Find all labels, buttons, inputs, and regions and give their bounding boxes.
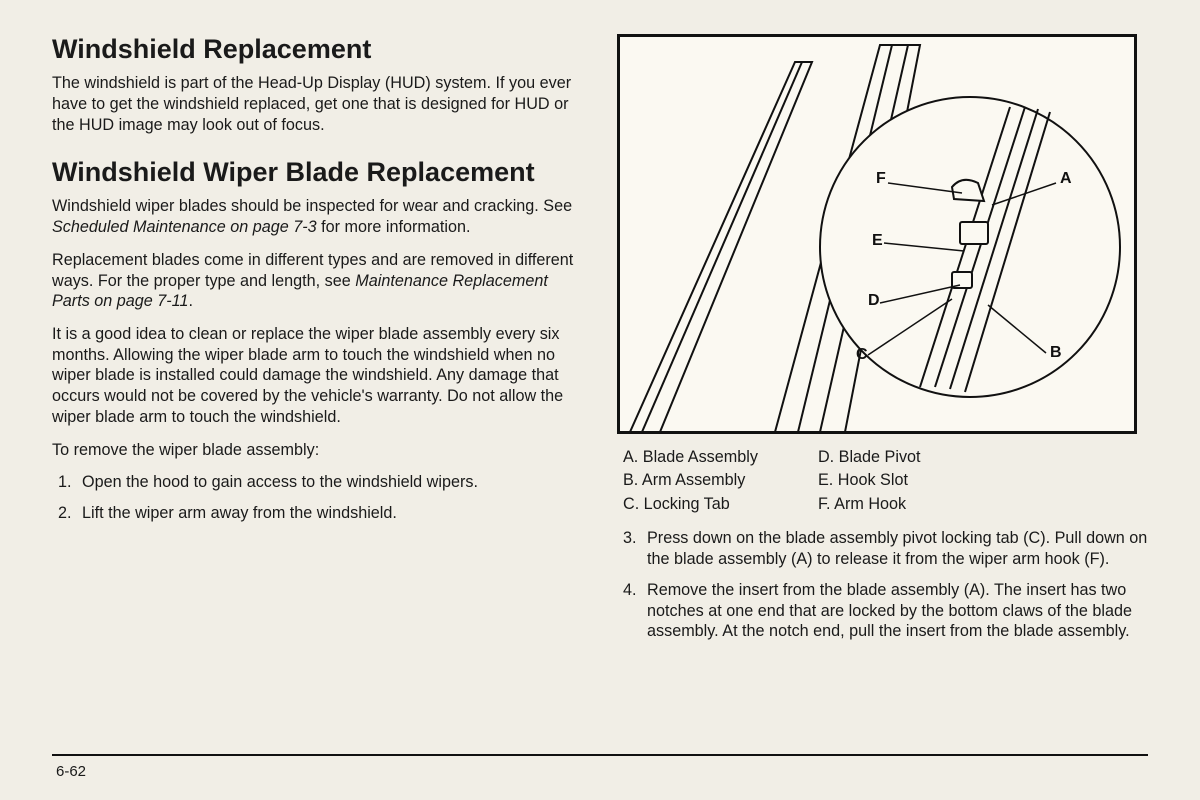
para-remove-intro: To remove the wiper blade assembly:: [52, 440, 583, 461]
legend-b: B. Arm Assembly: [623, 469, 758, 492]
diagram-label-b: B: [1050, 344, 1062, 361]
steps-right: Press down on the blade assembly pivot l…: [617, 528, 1148, 642]
diagram-label-e: E: [872, 232, 883, 249]
para-types: Replacement blades come in different typ…: [52, 250, 583, 312]
wiper-diagram-svg: F A E D C B: [620, 37, 1137, 434]
page-number: 6-62: [56, 763, 86, 780]
para-hud: The windshield is part of the Head-Up Di…: [52, 73, 583, 135]
diagram-label-a: A: [1060, 170, 1072, 187]
legend-left-col: A. Blade Assembly B. Arm Assembly C. Loc…: [623, 446, 758, 516]
step-3: Press down on the blade assembly pivot l…: [637, 528, 1148, 569]
footer-rule: [52, 754, 1148, 756]
para-types-b: .: [189, 292, 194, 310]
diagram-label-f: F: [876, 170, 886, 187]
step-1: Open the hood to gain access to the wind…: [72, 472, 583, 493]
para-inspect: Windshield wiper blades should be inspec…: [52, 196, 583, 237]
legend-right-col: D. Blade Pivot E. Hook Slot F. Arm Hook: [818, 446, 921, 516]
legend-f: F. Arm Hook: [818, 493, 921, 516]
legend-c: C. Locking Tab: [623, 493, 758, 516]
right-column: F A E D C B A. Blade Assembly B. Arm Ass…: [617, 34, 1148, 734]
page-content: Windshield Replacement The windshield is…: [52, 34, 1148, 734]
heading-wiper-blade-replacement: Windshield Wiper Blade Replacement: [52, 157, 583, 188]
ref-scheduled-maintenance: Scheduled Maintenance on page 7-3: [52, 218, 317, 236]
para-inspect-a: Windshield wiper blades should be inspec…: [52, 197, 572, 215]
step-2: Lift the wiper arm away from the windshi…: [72, 503, 583, 524]
legend-e: E. Hook Slot: [818, 469, 921, 492]
para-inspect-b: for more information.: [317, 218, 471, 236]
diagram-label-d: D: [868, 292, 880, 309]
wiper-diagram: F A E D C B: [617, 34, 1137, 434]
step-4: Remove the insert from the blade assembl…: [637, 580, 1148, 642]
legend-d: D. Blade Pivot: [818, 446, 921, 469]
steps-left: Open the hood to gain access to the wind…: [52, 472, 583, 523]
para-clean-replace: It is a good idea to clean or replace th…: [52, 324, 583, 428]
heading-windshield-replacement: Windshield Replacement: [52, 34, 583, 65]
left-column: Windshield Replacement The windshield is…: [52, 34, 583, 734]
diagram-legend: A. Blade Assembly B. Arm Assembly C. Loc…: [617, 446, 1148, 516]
legend-a: A. Blade Assembly: [623, 446, 758, 469]
diagram-label-c: C: [856, 346, 868, 363]
